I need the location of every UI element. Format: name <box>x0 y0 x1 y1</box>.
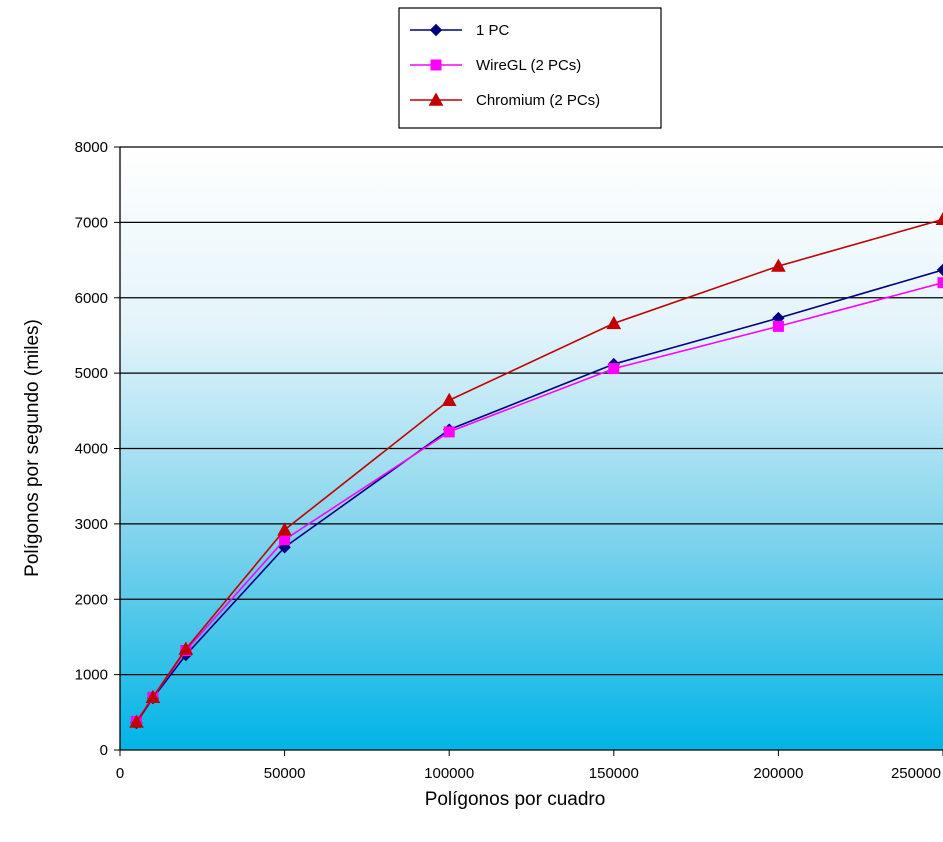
y-tick-label: 3000 <box>75 516 108 533</box>
data-point <box>129 714 144 728</box>
series <box>129 211 943 730</box>
data-point <box>178 641 194 655</box>
y-tick-label: 6000 <box>75 290 108 307</box>
legend-item: WireGL (2 PCs) <box>410 57 581 74</box>
y-tick-label: 2000 <box>75 591 108 608</box>
y-tick-label: 7000 <box>75 214 108 231</box>
y-axis-title: Polígonos por segundo (miles) <box>22 319 43 577</box>
legend-marker <box>429 23 443 37</box>
x-axis-title: Polígonos por cuadro <box>425 789 606 810</box>
legend-item: Chromium (2 PCs) <box>410 92 600 109</box>
axes: 0 1000 2000 3000 4000 5000 6000 7000 8000 0 50000 1… <box>75 139 943 782</box>
y-tick-label: 1000 <box>75 667 108 684</box>
legend-label: 1 PC <box>476 22 510 39</box>
data-point <box>608 363 620 375</box>
series-2 <box>129 211 943 728</box>
legend-box <box>398 7 662 129</box>
data-point <box>145 689 161 703</box>
x-tick-label: 50000 <box>264 765 306 782</box>
series-line <box>135 218 943 723</box>
y-tick-label: 4000 <box>75 441 108 458</box>
data-point <box>935 211 943 226</box>
data-point <box>936 263 943 277</box>
y-tick-label: 0 <box>100 742 108 759</box>
legend-marker <box>430 59 442 71</box>
gridlines <box>120 146 943 676</box>
legend-label: Chromium (2 PCs) <box>476 92 600 109</box>
legend-marker <box>428 92 444 106</box>
data-point <box>937 277 943 289</box>
legend-label: WireGL (2 PCs) <box>476 57 581 74</box>
legend-item: 1 PC <box>410 22 510 39</box>
x-tick-label: 100000 <box>424 765 474 782</box>
x-tick-label: 250000 <box>891 765 941 782</box>
data-point <box>771 258 786 272</box>
legend: 1 PC WireGL (2 PCs) Chromium (2 PCs) <box>398 7 662 129</box>
x-tick-label: 200000 <box>753 765 803 782</box>
y-tick-label: 8000 <box>75 139 108 156</box>
data-point <box>441 392 457 406</box>
data-point <box>277 522 292 536</box>
data-point <box>606 315 622 330</box>
data-point <box>443 426 455 438</box>
data-point <box>279 534 291 546</box>
data-point <box>772 320 784 332</box>
y-tick-label: 5000 <box>75 365 108 382</box>
x-tick-label: 0 <box>116 765 124 782</box>
x-tick-label: 150000 <box>589 765 639 782</box>
